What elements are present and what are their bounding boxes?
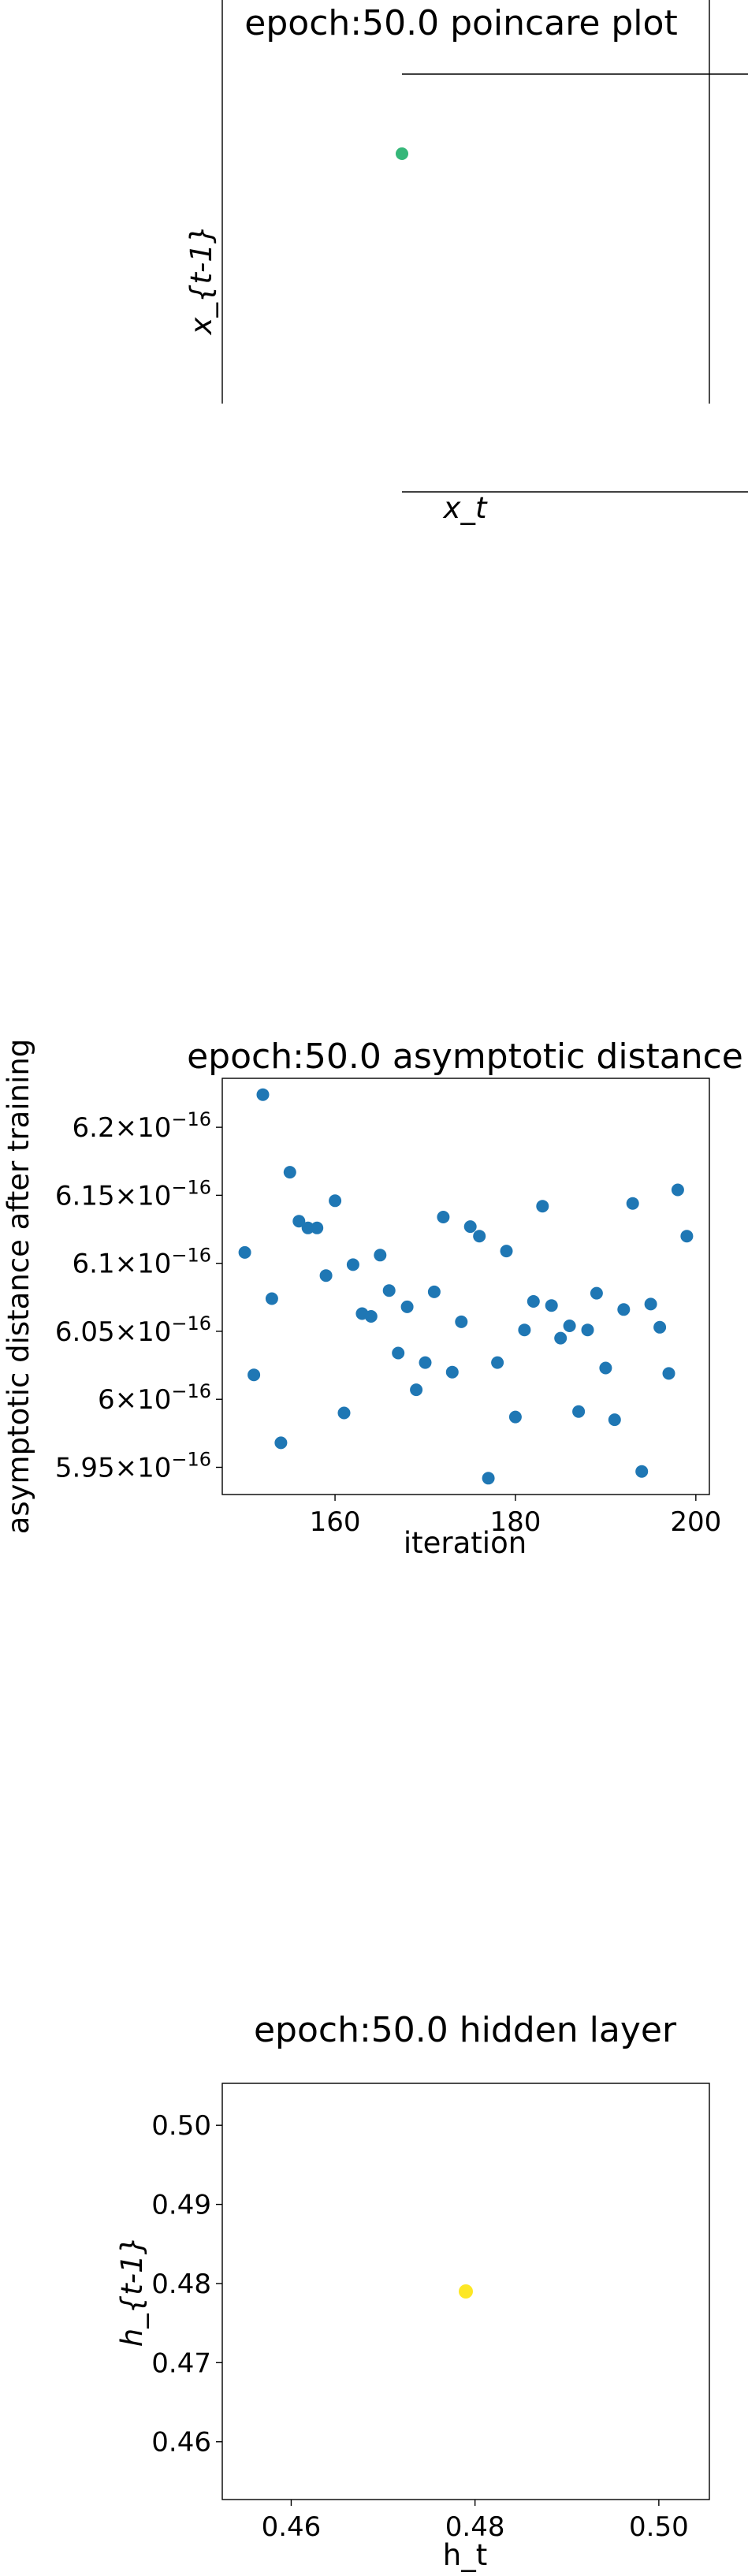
hidden-layer-x-tick-label: 0.46	[262, 2511, 322, 2543]
hidden-layer-x-tick-label: 0.48	[445, 2511, 505, 2543]
asymptotic-point	[653, 1320, 667, 1334]
asymptotic-point	[427, 1285, 441, 1298]
asymptotic-point	[662, 1367, 675, 1380]
asymptotic-point	[608, 1413, 621, 1427]
asymptotic-point	[364, 1310, 378, 1323]
hidden-layer-y-ticks: 0.46 0.47 0.48 0.49 0.50	[151, 2110, 222, 2459]
asymptotic-y-tick-label: 6.15×10−16	[55, 1176, 211, 1212]
asymptotic-y-tick-label: 6×10−16	[98, 1380, 211, 1416]
asymptotic-point	[617, 1303, 631, 1316]
asymptotic-point	[545, 1299, 558, 1312]
asymptotic-ylabel: asymptotic distance after training	[2, 1039, 35, 1535]
asymptotic-point	[590, 1286, 603, 1300]
asymptotic-point	[635, 1465, 649, 1478]
asymptotic-point	[581, 1323, 594, 1337]
asymptotic-point	[292, 1215, 306, 1228]
asymptotic-point	[536, 1200, 549, 1213]
asymptotic-point	[518, 1323, 531, 1337]
asymptotic-x-tick-label: 160	[310, 1506, 361, 1538]
asymptotic-point	[644, 1297, 657, 1311]
asymptotic-point	[392, 1346, 405, 1360]
asymptotic-point	[626, 1197, 639, 1210]
asymptotic-x-tick-label: 180	[489, 1506, 541, 1538]
asymptotic-point	[572, 1405, 586, 1418]
hidden-layer-title: epoch:50.0 hidden layer	[254, 2010, 677, 2050]
asymptotic-points	[238, 1088, 694, 1485]
asymptotic-point	[554, 1331, 568, 1345]
asymptotic-point	[599, 1361, 612, 1375]
asymptotic-point	[491, 1356, 504, 1369]
asymptotic-title: epoch:50.0 asymptotic distance	[187, 1037, 743, 1077]
asymptotic-point	[256, 1088, 270, 1101]
asymptotic-point	[274, 1436, 288, 1450]
hidden-layer-y-tick-label: 0.47	[151, 2347, 211, 2379]
asymptotic-point	[337, 1406, 351, 1420]
asymptotic-point	[410, 1383, 423, 1397]
poincare-title: epoch:50.0 poincare plot	[244, 3, 677, 43]
hidden-layer-y-tick-label: 0.50	[151, 2110, 211, 2142]
hidden-layer-ylabel: h_{t-1}	[115, 2236, 149, 2347]
asymptotic-point	[400, 1300, 414, 1313]
hidden-layer-points	[459, 2284, 473, 2299]
asymptotic-y-tick-label: 6.1×10−16	[73, 1245, 211, 1280]
asymptotic-point	[473, 1230, 486, 1243]
asymptotic-point	[311, 1221, 324, 1234]
hidden-layer-y-tick-label: 0.48	[151, 2269, 211, 2300]
asymptotic-point	[671, 1183, 684, 1197]
poincare-ylabel-text: x_{t-1}	[184, 225, 218, 336]
hidden-layer-x-ticks: 0.46 0.48 0.50	[262, 2500, 689, 2543]
asymptotic-point	[508, 1410, 522, 1424]
asymptotic-point	[265, 1292, 278, 1305]
asymptotic-chart: epoch:50.0 asymptotic distance 160 180 200…	[2, 1037, 743, 1560]
asymptotic-point	[563, 1320, 576, 1332]
hidden-layer-chart: epoch:50.0 hidden layer 0.46 0.48 0.50 0.4…	[115, 2010, 710, 2572]
asymptotic-frame	[221, 1078, 710, 1495]
asymptotic-point	[455, 1315, 468, 1328]
asymptotic-point	[374, 1249, 387, 1262]
asymptotic-point	[319, 1269, 333, 1282]
asymptotic-point	[329, 1194, 342, 1208]
asymptotic-point	[238, 1245, 251, 1259]
poincare-ylabel: x_{t-1}	[184, 225, 218, 336]
asymptotic-y-tick-label: 5.95×10−16	[55, 1448, 211, 1483]
asymptotic-x-ticks: 160 180 200	[310, 1495, 721, 1538]
hidden-layer-y-tick-label: 0.49	[151, 2190, 211, 2221]
hidden-layer-x-tick-label: 0.50	[629, 2511, 689, 2543]
poincare-xlabel-text: x_t	[443, 491, 488, 525]
asymptotic-point	[500, 1245, 513, 1258]
poincare-point	[396, 147, 408, 160]
asymptotic-point	[463, 1220, 477, 1234]
hidden-layer-point	[459, 2284, 473, 2299]
hidden-layer-xlabel: h_t	[443, 2538, 487, 2572]
asymptotic-xlabel: iteration	[404, 1526, 527, 1560]
poincare-chart: epoch:50.0 poincare plot x_t x_{t-1}	[184, 0, 748, 525]
asymptotic-x-tick-label: 200	[670, 1506, 721, 1538]
asymptotic-point	[382, 1284, 396, 1297]
asymptotic-y-tick-label: 6.05×10−16	[55, 1312, 211, 1348]
asymptotic-point	[482, 1472, 495, 1485]
asymptotic-point	[283, 1166, 296, 1179]
asymptotic-point	[419, 1356, 432, 1369]
asymptotic-point	[527, 1295, 540, 1308]
asymptotic-point	[445, 1365, 459, 1379]
poincare-xlabel: x_t	[443, 491, 488, 525]
asymptotic-point	[680, 1230, 694, 1243]
asymptotic-point	[301, 1221, 314, 1234]
asymptotic-y-ticks: 5.95×10−16 6×10−16 6.05×10−16 6.1×10−16 6.15…	[55, 1108, 222, 1483]
asymptotic-point	[437, 1211, 450, 1223]
asymptotic-point	[346, 1258, 359, 1271]
hidden-layer-frame	[221, 2083, 710, 2500]
hidden-layer-y-tick-label: 0.46	[151, 2427, 211, 2459]
asymptotic-y-tick-label: 6.2×10−16	[73, 1108, 211, 1144]
asymptotic-point	[247, 1368, 261, 1382]
